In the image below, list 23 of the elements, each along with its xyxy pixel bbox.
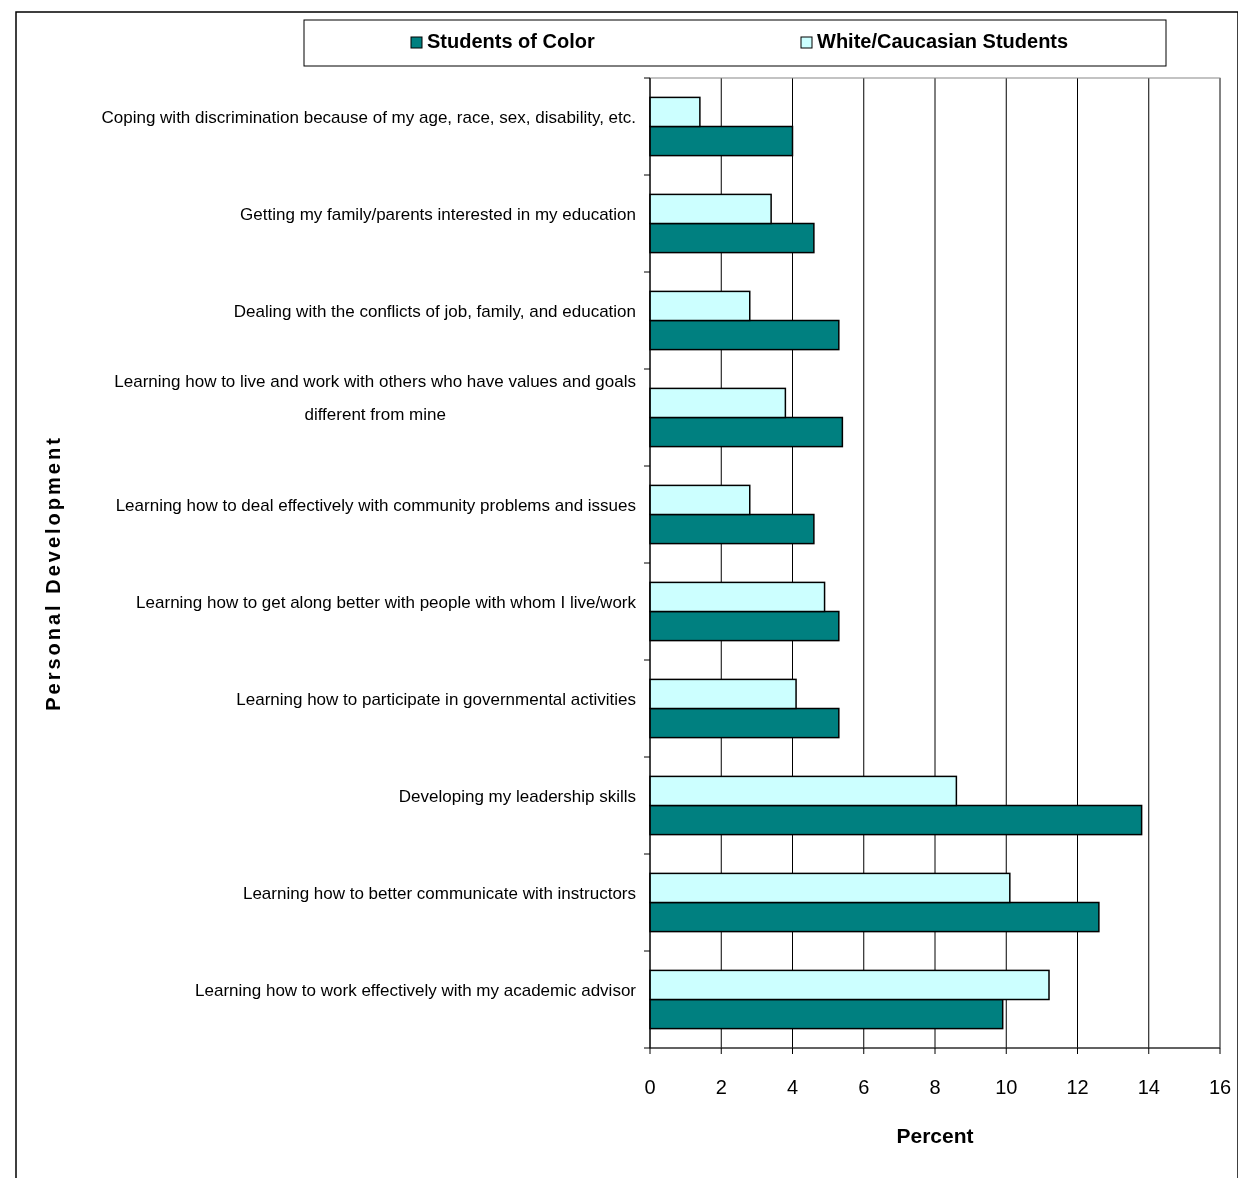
legend-label: White/Caucasian Students [817,30,1069,52]
x-tick-label: 0 [644,1076,656,1098]
y-tick-label: Learning how to work effectively with my academic advisor [195,980,637,1000]
x-axis-title: Percent [896,1124,974,1147]
y-tick-label: Getting my family/parents interested in my education [240,204,636,224]
y-tick-label: Learning how to deal effectively with community problems and issues [115,495,636,515]
x-tick-label: 10 [995,1076,1018,1098]
y-tick-label: Learning how to live and work with others who have values and goals different from mine [114,372,637,424]
x-tick-label: 4 [786,1076,799,1098]
x-tick-label: 14 [1137,1076,1160,1098]
y-tick-label: Developing my leadership skills [398,786,637,806]
y-tick-label: Coping with discrimination because of my age, race, sex, disability, etc. [101,107,637,127]
legend-label: Students of Color [427,30,595,52]
x-tick-label: 2 [715,1076,727,1098]
x-tick-label: 16 [1208,1076,1232,1098]
x-tick-label: 6 [858,1076,870,1098]
x-tick-label: 8 [929,1076,941,1098]
y-tick-label: Learning how to better communicate with instructors [242,883,636,903]
y-tick-label: Learning how to get along better with people with whom I live/work [136,592,637,612]
y-tick-label: Learning how to participate in governmental activities [236,689,637,709]
x-tick-label: 12 [1066,1076,1089,1098]
y-tick-label: Dealing with the conflicts of job, family, and education [233,301,637,321]
y-axis-title: Personal Development [42,435,64,711]
